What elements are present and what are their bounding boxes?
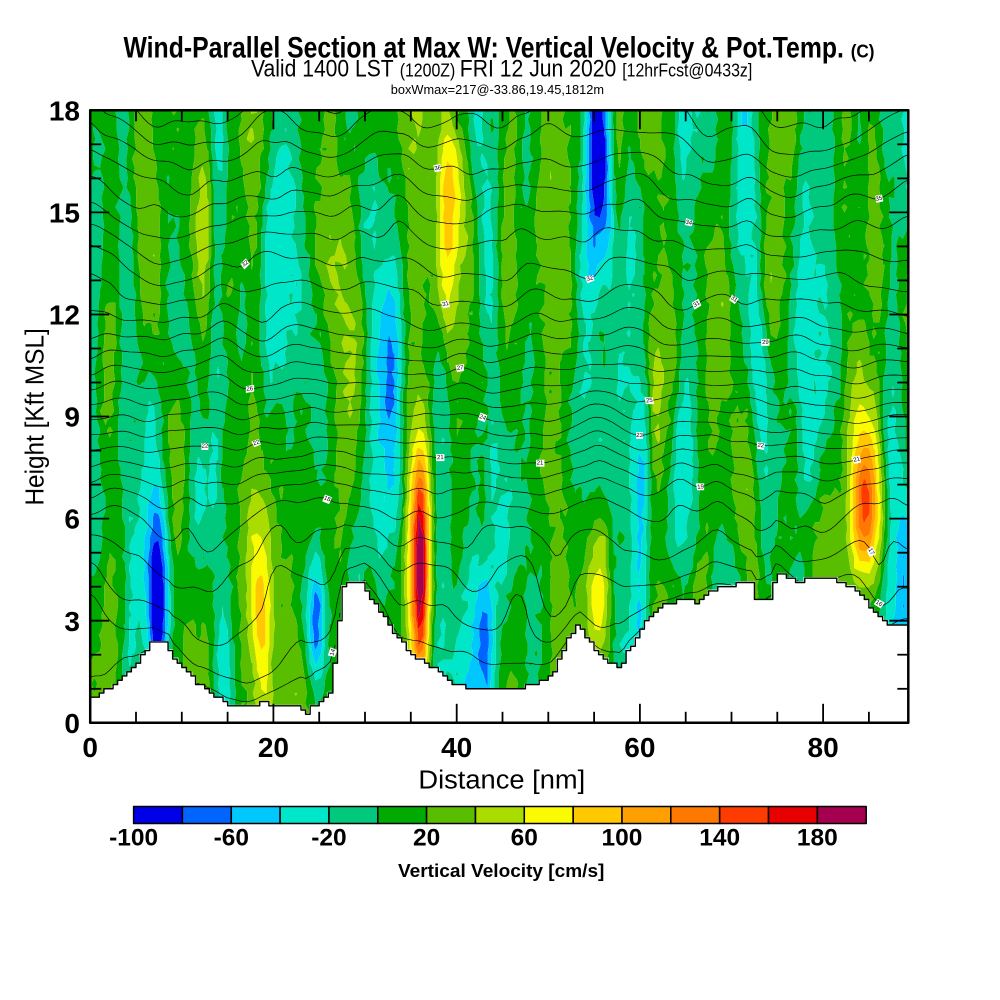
- svg-text:20: 20: [258, 732, 289, 763]
- svg-text:6: 6: [64, 504, 80, 535]
- svg-text:140: 140: [699, 825, 740, 852]
- svg-text:-20: -20: [311, 825, 346, 852]
- svg-text:0: 0: [82, 732, 98, 763]
- svg-text:-60: -60: [214, 825, 249, 852]
- svg-text:boxWmax=217@-33.86,19.45,1812m: boxWmax=217@-33.86,19.45,1812m: [391, 82, 604, 97]
- svg-text:60: 60: [511, 825, 538, 852]
- svg-text:0: 0: [64, 708, 80, 739]
- svg-text:(1200Z): (1200Z): [400, 60, 456, 80]
- svg-text:3: 3: [64, 606, 80, 637]
- svg-text:15: 15: [49, 197, 80, 228]
- svg-text:Height [Kft MSL]: Height [Kft MSL]: [20, 328, 50, 505]
- svg-text:180: 180: [797, 825, 838, 852]
- svg-text:40: 40: [441, 732, 472, 763]
- svg-text:9: 9: [64, 402, 80, 433]
- svg-text:80: 80: [808, 732, 839, 763]
- svg-text:12: 12: [49, 300, 80, 331]
- svg-text:-100: -100: [109, 825, 158, 852]
- svg-text:100: 100: [602, 825, 643, 852]
- svg-text:FRI 12 Jun 2020: FRI 12 Jun 2020: [460, 55, 617, 82]
- svg-text:Wind-Parallel Section at Max W: Wind-Parallel Section at Max W: Vertical…: [124, 32, 844, 65]
- svg-text:[12hrFcst@0433z]: [12hrFcst@0433z]: [622, 60, 752, 80]
- svg-text:60: 60: [624, 732, 655, 763]
- svg-text:(C): (C): [851, 41, 875, 62]
- svg-text:Distance [nm]: Distance [nm]: [418, 765, 585, 795]
- svg-text:18: 18: [49, 95, 80, 126]
- svg-text:Valid 1400 LST: Valid 1400 LST: [251, 55, 394, 82]
- svg-text:20: 20: [413, 825, 440, 852]
- svg-text:Vertical Velocity [cm/s]: Vertical Velocity [cm/s]: [398, 860, 604, 881]
